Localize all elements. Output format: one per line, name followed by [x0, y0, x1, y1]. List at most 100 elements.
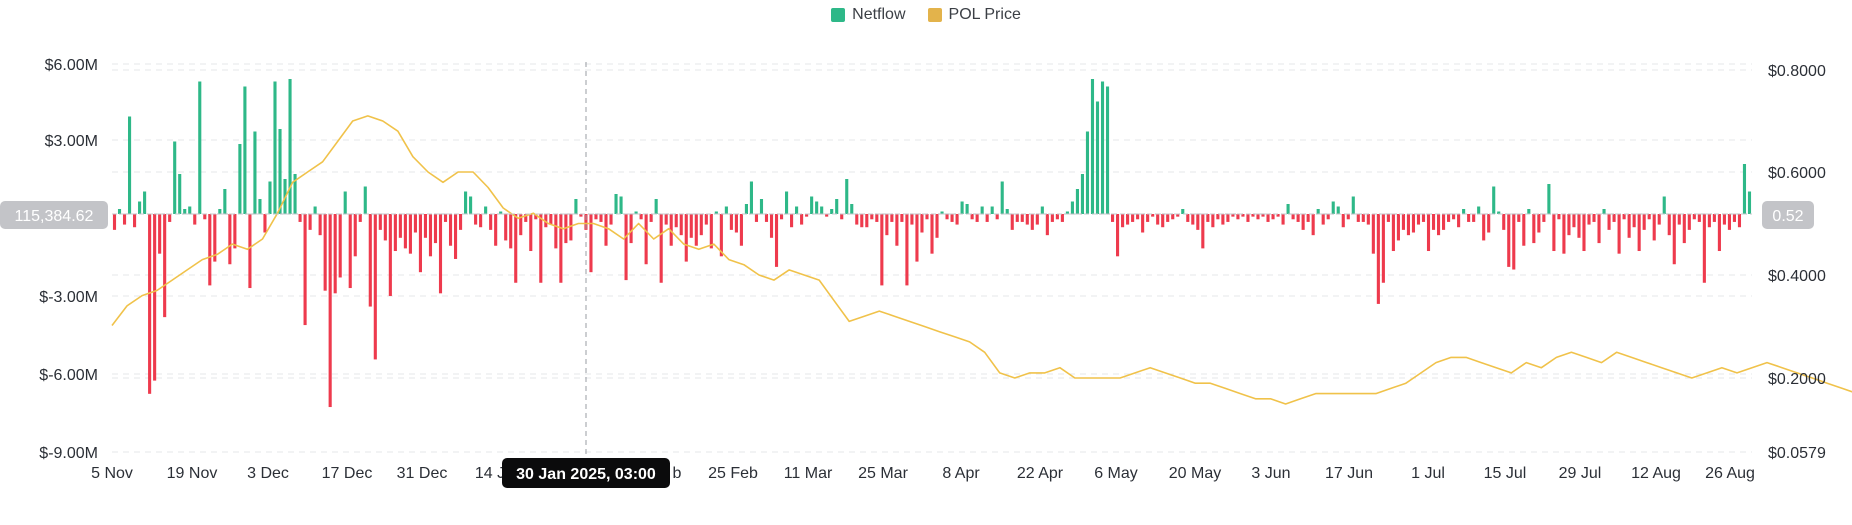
- netflow-bar[interactable]: [433, 214, 438, 244]
- netflow-bar[interactable]: [739, 214, 743, 246]
- netflow-bar[interactable]: [614, 194, 618, 214]
- netflow-bar[interactable]: [654, 199, 658, 214]
- netflow-bar[interactable]: [464, 191, 468, 215]
- netflow-bar[interactable]: [659, 214, 663, 283]
- netflow-bar[interactable]: [348, 214, 352, 289]
- netflow-bar[interactable]: [865, 214, 869, 228]
- netflow-bar[interactable]: [544, 214, 548, 228]
- netflow-bar[interactable]: [1161, 214, 1165, 228]
- netflow-bar[interactable]: [1045, 214, 1049, 236]
- netflow-bar[interactable]: [1201, 214, 1205, 249]
- netflow-bar[interactable]: [1070, 201, 1074, 215]
- netflow-bar[interactable]: [870, 214, 874, 220]
- netflow-bar[interactable]: [233, 214, 237, 249]
- netflow-bar[interactable]: [1487, 214, 1491, 233]
- netflow-bar[interactable]: [810, 196, 814, 215]
- netflow-bar[interactable]: [1482, 214, 1486, 241]
- netflow-bar[interactable]: [338, 214, 342, 278]
- netflow-bar[interactable]: [1055, 214, 1059, 220]
- netflow-bar[interactable]: [213, 214, 217, 262]
- netflow-bar[interactable]: [423, 214, 428, 238]
- netflow-bar[interactable]: [258, 199, 262, 214]
- netflow-bar[interactable]: [1467, 214, 1471, 222]
- netflow-bar[interactable]: [1517, 214, 1521, 222]
- netflow-bar[interactable]: [1376, 214, 1380, 304]
- netflow-bar[interactable]: [689, 214, 693, 238]
- netflow-bar[interactable]: [323, 214, 327, 291]
- netflow-bar[interactable]: [649, 214, 653, 222]
- netflow-bar[interactable]: [1612, 214, 1616, 222]
- netflow-bar[interactable]: [1296, 214, 1300, 222]
- netflow-bar[interactable]: [624, 214, 628, 281]
- netflow-bar[interactable]: [1401, 214, 1405, 230]
- netflow-bar[interactable]: [1206, 214, 1210, 222]
- netflow-bar[interactable]: [905, 214, 909, 286]
- netflow-bar[interactable]: [1567, 214, 1571, 236]
- netflow-bar[interactable]: [664, 214, 668, 225]
- netflow-bar[interactable]: [333, 214, 337, 294]
- netflow-bar[interactable]: [1336, 206, 1340, 215]
- netflow-bar[interactable]: [1256, 214, 1260, 220]
- netflow-bar[interactable]: [1447, 214, 1451, 222]
- netflow-bar[interactable]: [1697, 214, 1701, 222]
- netflow-bar[interactable]: [759, 199, 764, 214]
- netflow-bar[interactable]: [1216, 214, 1220, 220]
- netflow-bar[interactable]: [815, 201, 819, 215]
- netflow-bar[interactable]: [1416, 214, 1421, 225]
- netflow-bar[interactable]: [408, 214, 412, 254]
- netflow-bar[interactable]: [1356, 214, 1360, 222]
- netflow-bar[interactable]: [1331, 201, 1335, 215]
- netflow-bar[interactable]: [1682, 214, 1686, 244]
- netflow-bar[interactable]: [479, 214, 483, 228]
- netflow-bar[interactable]: [1712, 214, 1716, 222]
- netflow-bar[interactable]: [158, 214, 162, 254]
- netflow-bar[interactable]: [1732, 214, 1736, 222]
- netflow-bar[interactable]: [393, 214, 397, 252]
- netflow-bar[interactable]: [1717, 214, 1721, 252]
- netflow-bar[interactable]: [985, 214, 989, 222]
- netflow-bar[interactable]: [1642, 214, 1646, 230]
- netflow-bar[interactable]: [1747, 191, 1752, 215]
- netflow-bar[interactable]: [679, 214, 683, 236]
- netflow-bar[interactable]: [1085, 131, 1090, 215]
- netflow-bar[interactable]: [268, 181, 272, 215]
- netflow-bar[interactable]: [855, 214, 859, 225]
- netflow-bar[interactable]: [1311, 214, 1315, 236]
- netflow-bar[interactable]: [1366, 214, 1370, 225]
- netflow-bar[interactable]: [935, 214, 939, 238]
- netflow-bar[interactable]: [764, 214, 769, 222]
- netflow-bar[interactable]: [1542, 214, 1546, 222]
- netflow-bar[interactable]: [845, 179, 849, 214]
- netflow-bar[interactable]: [1442, 214, 1446, 230]
- netflow-bar[interactable]: [1547, 184, 1551, 214]
- netflow-bar[interactable]: [1406, 214, 1411, 236]
- netflow-bar[interactable]: [1632, 214, 1636, 228]
- netflow-bar[interactable]: [1301, 214, 1305, 230]
- netflow-bar[interactable]: [318, 214, 322, 236]
- netflow-bar[interactable]: [1271, 214, 1275, 220]
- netflow-bar[interactable]: [629, 214, 633, 244]
- netflow-bar[interactable]: [724, 206, 728, 215]
- netflow-bar[interactable]: [1492, 186, 1496, 215]
- netflow-bar[interactable]: [1151, 214, 1155, 217]
- netflow-bar[interactable]: [489, 214, 493, 230]
- netflow-bar[interactable]: [639, 214, 643, 220]
- netflow-bar[interactable]: [980, 206, 984, 215]
- netflow-bar[interactable]: [800, 214, 804, 225]
- netflow-bar[interactable]: [945, 214, 949, 220]
- netflow-bar[interactable]: [1126, 214, 1130, 225]
- netflow-bar[interactable]: [990, 206, 994, 215]
- netflow-bar[interactable]: [203, 214, 207, 220]
- netflow-bar[interactable]: [288, 79, 292, 214]
- netflow-bar[interactable]: [1587, 214, 1591, 225]
- netflow-bar[interactable]: [459, 214, 463, 230]
- netflow-bar[interactable]: [1677, 214, 1681, 225]
- netflow-bar[interactable]: [263, 214, 267, 233]
- netflow-bar[interactable]: [1025, 214, 1029, 225]
- netflow-bar[interactable]: [619, 196, 623, 215]
- netflow-bar[interactable]: [1020, 214, 1024, 222]
- netflow-bar[interactable]: [1737, 214, 1742, 228]
- netflow-bar[interactable]: [298, 214, 302, 222]
- netflow-bar[interactable]: [1371, 214, 1375, 254]
- netflow-bar[interactable]: [1095, 101, 1100, 215]
